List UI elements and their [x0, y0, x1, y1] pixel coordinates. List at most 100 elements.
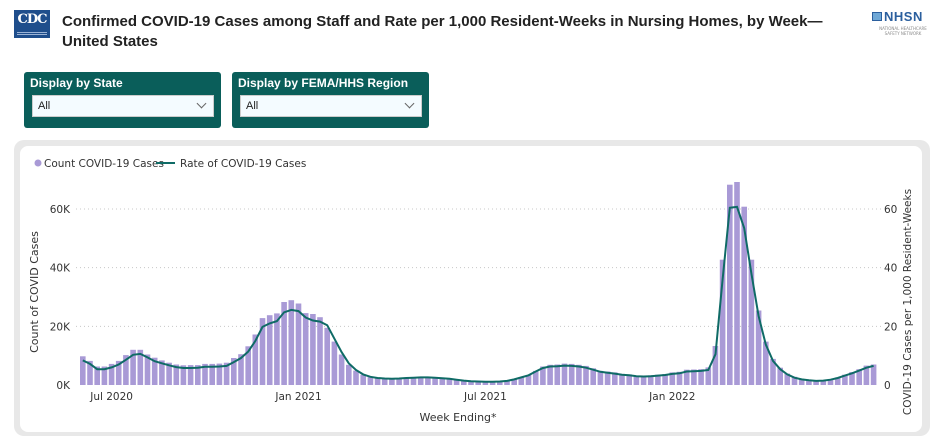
bar: [216, 363, 223, 385]
y-axis-ticks: 0K 20K 40K 60K: [50, 204, 71, 392]
y2-tick-label: 60: [884, 204, 897, 216]
bar: [504, 380, 510, 385]
bar: [561, 363, 568, 385]
bar: [310, 314, 316, 385]
bar: [554, 364, 561, 385]
legend: Count COVID-19 Cases Rate of COVID-19 Ca…: [34, 158, 306, 170]
bar: [647, 375, 654, 385]
bar: [626, 374, 632, 385]
region-dropdown-value: All: [246, 100, 259, 112]
header: CDC Confirmed COVID-19 Cases among Staff…: [0, 0, 936, 60]
bar: [597, 370, 604, 385]
bar: [94, 366, 100, 385]
bar: [540, 366, 546, 385]
bar: [173, 364, 180, 385]
bar: [755, 310, 762, 385]
bar: [655, 374, 661, 385]
bar: [834, 377, 841, 385]
region-filter-label: Display by FEMA/HHS Region: [238, 76, 409, 90]
bar: [223, 362, 230, 385]
bar: [231, 358, 237, 385]
bar: [468, 380, 474, 385]
bar: [576, 364, 582, 385]
bar: [568, 363, 575, 385]
bar: [741, 206, 747, 385]
bar: [820, 380, 827, 385]
region-filter: Display by FEMA/HHS Region All: [232, 72, 429, 128]
bar: [130, 349, 136, 385]
combo-chart: Count COVID-19 Cases Rate of COVID-19 Ca…: [28, 158, 914, 424]
bar: [180, 365, 187, 385]
bar: [640, 375, 647, 385]
bar: [453, 379, 460, 385]
y-tick-label: 40K: [50, 263, 71, 275]
bar: [763, 341, 769, 385]
bar: [791, 376, 798, 385]
bar: [159, 360, 165, 385]
bar: [266, 315, 273, 385]
bar: [295, 303, 302, 385]
x-axis-ticks: Jul 2020 Jan 2021 Jul 2021 Jan 2022: [89, 391, 695, 403]
bar: [274, 313, 280, 385]
chevron-down-icon: [404, 98, 415, 109]
bar: [863, 365, 870, 385]
y2-tick-label: 0: [884, 380, 891, 392]
bar: [80, 356, 86, 385]
cdc-logo-text: CDC: [17, 12, 48, 27]
bar: [144, 354, 151, 385]
bar: [324, 327, 330, 385]
chevron-down-icon: [196, 98, 207, 109]
bar: [583, 365, 589, 385]
bar: [381, 378, 388, 385]
bar: [238, 354, 244, 385]
bar: [87, 360, 93, 385]
bar: [259, 318, 266, 385]
bar: [425, 377, 431, 385]
bar: [748, 259, 755, 385]
bar: [662, 374, 668, 385]
bar: [123, 355, 129, 385]
bar: [525, 375, 532, 385]
bar: [288, 300, 295, 385]
bar: [719, 259, 726, 385]
x-axis-label: Week Ending*: [419, 411, 497, 424]
x-tick-label: Jul 2021: [463, 391, 507, 403]
bar: [252, 334, 259, 385]
y-tick-label: 0K: [56, 380, 71, 392]
chart-panel: Count COVID-19 Cases Rate of COVID-19 Ca…: [14, 140, 930, 436]
bar: [547, 364, 553, 385]
legend-label-rate: Rate of COVID-19 Cases: [180, 158, 306, 170]
bar: [195, 365, 201, 385]
bar: [353, 370, 359, 385]
bar: [389, 378, 395, 385]
bar: [511, 379, 517, 385]
bar: [446, 378, 453, 385]
nhsn-logo-text: NHSN: [884, 9, 923, 24]
bar: [346, 364, 352, 385]
bar: [604, 371, 611, 385]
bar: [532, 370, 539, 385]
rate-line: [82, 205, 874, 383]
legend-label-count: Count COVID-19 Cases: [44, 158, 164, 170]
x-tick-label: Jul 2020: [89, 391, 133, 403]
bar: [612, 372, 618, 385]
cdc-logo: CDC: [14, 10, 50, 38]
bar: [870, 364, 877, 385]
state-dropdown-value: All: [38, 100, 51, 112]
bar: [813, 380, 819, 385]
bar: [403, 377, 410, 385]
x-tick-label: Jan 2022: [648, 391, 695, 403]
y2-tick-label: 20: [884, 321, 897, 333]
bar: [777, 367, 783, 385]
bar: [166, 362, 172, 385]
bar: [101, 366, 108, 385]
bar: [338, 354, 345, 385]
bar: [245, 346, 251, 385]
bar: [202, 363, 208, 385]
y-tick-label: 60K: [50, 204, 71, 216]
region-dropdown[interactable]: All: [240, 95, 422, 117]
bar: [849, 372, 855, 385]
bar: [331, 341, 338, 385]
nhsn-logo: NHSN NATIONAL HEALTHCARE SAFETY NETWORK: [872, 9, 932, 37]
state-dropdown[interactable]: All: [32, 95, 214, 117]
